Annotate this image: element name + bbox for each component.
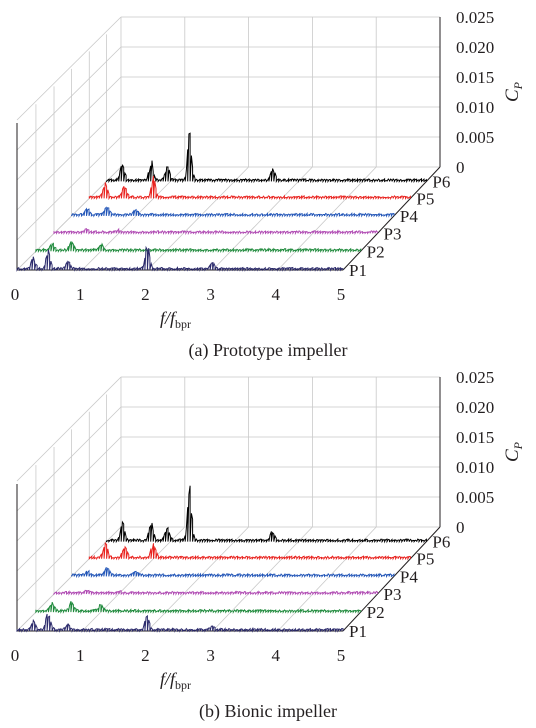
- grid-line-floor: [212, 526, 313, 632]
- z-axis-title-subscript: P: [511, 81, 525, 90]
- series-label-P4: P4: [400, 567, 418, 586]
- series-line-P5: [88, 541, 411, 561]
- x-axis-title: f/fbpr: [160, 308, 191, 331]
- x-tick-label: 2: [141, 646, 150, 665]
- x-tick-label: 3: [206, 646, 215, 665]
- z-tick-label: 0.025: [456, 368, 494, 387]
- grid-line-z-side: [16, 466, 122, 572]
- x-tick-label: 5: [337, 646, 346, 665]
- z-tick-label: 0.010: [456, 458, 494, 477]
- z-tick-label: 0.020: [456, 398, 494, 417]
- x-tick-label: 0: [11, 285, 20, 304]
- z-tick-label: 0.020: [456, 38, 494, 57]
- z-tick-label: 0: [456, 158, 465, 177]
- grid-line-z-side: [16, 46, 122, 151]
- z-tick-label: 0.010: [456, 98, 494, 117]
- x-tick-label: 4: [272, 285, 281, 304]
- panel-caption: (a) Prototype impeller: [189, 340, 348, 361]
- z-axis-title-main: C: [502, 449, 523, 462]
- x-tick-label: 2: [141, 285, 150, 304]
- x-tick-label: 1: [76, 646, 85, 665]
- series-label-P4: P4: [400, 207, 418, 226]
- series-line-P1: [16, 245, 344, 272]
- grid-line-floor: [147, 166, 249, 271]
- series-label-P5: P5: [416, 550, 434, 569]
- x-axis-title: f/fbpr: [160, 669, 191, 692]
- z-axis-title: CP: [502, 81, 525, 102]
- grid-line-z-side: [16, 136, 122, 241]
- grid-line-floor: [147, 526, 249, 632]
- series-label-P3: P3: [384, 224, 402, 243]
- series-line-P4: [71, 567, 395, 579]
- series-label-P2: P2: [367, 242, 385, 261]
- x-axis-title-subscript: bpr: [175, 317, 191, 331]
- x-tick-label: 0: [11, 646, 20, 665]
- x-tick-label: 4: [272, 646, 281, 665]
- series-line-P3: [53, 227, 378, 236]
- series-label-P1: P1: [349, 622, 367, 641]
- series-line-P4: [71, 206, 395, 218]
- series-label-P1: P1: [349, 261, 367, 280]
- series-label-P2: P2: [367, 603, 385, 622]
- grid-line-z-side: [16, 406, 122, 512]
- z-tick-label: 0.015: [456, 428, 494, 447]
- grid-line-z-side: [16, 496, 122, 602]
- grid-line-z-side: [16, 436, 122, 542]
- z-tick-label: 0: [456, 518, 465, 537]
- series-label-P6: P6: [432, 172, 450, 191]
- x-axis-title-subscript: bpr: [175, 678, 191, 692]
- series-line-P2: [35, 241, 362, 254]
- series-line-P6: [105, 485, 427, 544]
- depth-axis-line: [342, 166, 441, 271]
- z-axis-title: CP: [502, 441, 525, 462]
- depth-axis-line: [342, 526, 441, 632]
- grid-line-floor: [277, 526, 377, 632]
- z-axis-title-main: C: [502, 89, 523, 102]
- grid-line-floor: [277, 166, 377, 271]
- grid-line-floor: [16, 526, 122, 632]
- series-line-P3: [53, 589, 378, 596]
- grid-lines: [16, 376, 441, 632]
- x-tick-label: 3: [206, 285, 215, 304]
- series-line-P2: [35, 601, 362, 615]
- grid-line-z-side: [16, 376, 122, 482]
- series-label-P3: P3: [384, 585, 402, 604]
- grid-line-floor: [16, 166, 122, 271]
- z-axis-title-subscript: P: [511, 441, 525, 450]
- z-tick-label: 0.025: [456, 8, 494, 27]
- x-tick-label: 5: [337, 285, 346, 304]
- grid-line-z-side: [16, 16, 122, 121]
- series-label-P6: P6: [432, 533, 450, 552]
- series-line-P5: [88, 175, 411, 201]
- grid-line-z-side: [16, 106, 122, 211]
- grid-line-floor: [81, 526, 186, 632]
- series-label-P5: P5: [416, 189, 434, 208]
- grid-line-floor: [81, 166, 186, 271]
- series-line-P1: [16, 613, 344, 633]
- z-tick-label: 0.015: [456, 68, 494, 87]
- z-tick-label: 0.005: [456, 128, 494, 147]
- series-line-P6: [105, 132, 427, 184]
- grid-line-z-side: [16, 76, 122, 181]
- z-tick-label: 0.005: [456, 488, 494, 507]
- grid-line-floor: [212, 166, 313, 271]
- x-tick-label: 1: [76, 285, 85, 304]
- panel-caption: (b) Bionic impeller: [199, 701, 337, 722]
